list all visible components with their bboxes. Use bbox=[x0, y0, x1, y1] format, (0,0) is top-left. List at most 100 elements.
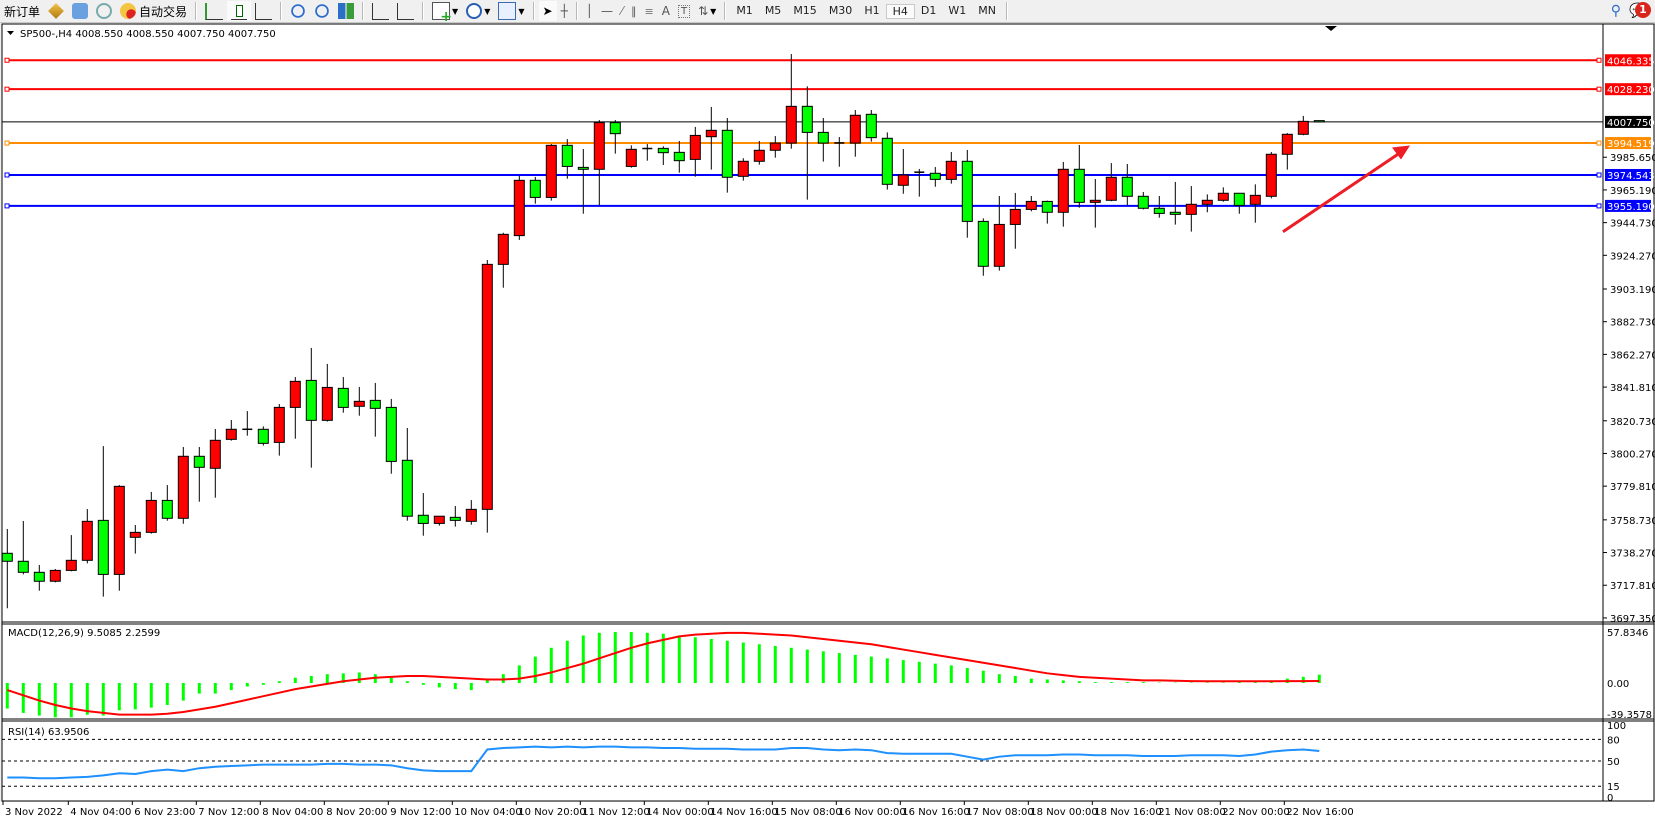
bar-chart-button[interactable] bbox=[201, 1, 227, 21]
candle[interactable] bbox=[1121, 164, 1133, 206]
candle[interactable] bbox=[914, 168, 925, 197]
rsi-pane[interactable] bbox=[2, 738, 1603, 787]
timeframe-h1[interactable]: H1 bbox=[864, 3, 880, 17]
candle[interactable] bbox=[257, 426, 269, 446]
candle[interactable] bbox=[353, 386, 365, 416]
line-chart-button[interactable] bbox=[251, 1, 276, 21]
candle[interactable] bbox=[705, 106, 717, 170]
candle[interactable] bbox=[337, 377, 349, 413]
timeframe-m15[interactable]: M15 bbox=[793, 3, 817, 17]
chart-menu-triangle-icon[interactable] bbox=[7, 31, 14, 35]
candle[interactable] bbox=[977, 218, 989, 276]
candle[interactable] bbox=[577, 148, 589, 214]
candlestick-button[interactable] bbox=[227, 1, 252, 21]
trendline-button[interactable]: ⁄ bbox=[617, 1, 627, 21]
timeframe-m30[interactable]: M30 bbox=[828, 3, 853, 17]
candle[interactable] bbox=[529, 176, 541, 204]
metaeditor-button[interactable] bbox=[44, 1, 68, 21]
autoscroll-button[interactable] bbox=[393, 1, 418, 21]
candle[interactable] bbox=[113, 485, 125, 591]
candle[interactable] bbox=[945, 152, 957, 184]
macd-pane[interactable] bbox=[5, 631, 1321, 718]
candle[interactable] bbox=[1041, 200, 1053, 224]
candle[interactable] bbox=[881, 132, 893, 190]
candle[interactable] bbox=[1009, 192, 1021, 249]
auto-trading-button[interactable]: 自动交易 bbox=[116, 1, 191, 21]
candle[interactable] bbox=[193, 447, 205, 502]
candle[interactable] bbox=[1, 529, 13, 609]
notifications-button[interactable]: 💬1 bbox=[1625, 1, 1655, 21]
candle[interactable] bbox=[961, 149, 973, 238]
candle[interactable] bbox=[673, 141, 685, 173]
line-handle[interactable] bbox=[4, 203, 10, 209]
candle[interactable] bbox=[177, 447, 189, 524]
horizontal-line-button[interactable]: — bbox=[597, 1, 617, 21]
candle[interactable] bbox=[1153, 195, 1165, 218]
timeframe-d1[interactable]: D1 bbox=[920, 3, 937, 17]
timeframe-h4[interactable]: H4 bbox=[885, 3, 915, 19]
candle[interactable] bbox=[17, 521, 29, 575]
candle[interactable] bbox=[417, 493, 429, 536]
candle[interactable] bbox=[401, 428, 413, 521]
candle[interactable] bbox=[817, 117, 829, 162]
candle[interactable] bbox=[49, 568, 61, 583]
trend-arrow[interactable] bbox=[1282, 145, 1410, 234]
candle[interactable] bbox=[81, 509, 93, 564]
equidistant-channel-button[interactable]: ∥ bbox=[627, 1, 641, 21]
candle[interactable] bbox=[753, 141, 765, 165]
candle[interactable] bbox=[849, 110, 861, 157]
candle[interactable] bbox=[545, 144, 557, 201]
periods-button[interactable]: ▼ bbox=[462, 1, 494, 21]
tile-windows-button[interactable] bbox=[334, 1, 358, 21]
candle[interactable] bbox=[513, 175, 525, 240]
zoom-in-button[interactable] bbox=[286, 1, 310, 21]
candle[interactable] bbox=[865, 110, 877, 142]
candle[interactable] bbox=[161, 485, 173, 521]
candle[interactable] bbox=[1025, 195, 1037, 212]
text-label-button[interactable]: T bbox=[674, 1, 694, 21]
candle[interactable] bbox=[465, 500, 477, 525]
candle[interactable] bbox=[369, 382, 381, 437]
candle[interactable] bbox=[145, 491, 157, 534]
candle[interactable] bbox=[97, 446, 109, 597]
candle[interactable] bbox=[625, 145, 637, 168]
candle[interactable] bbox=[785, 54, 797, 149]
candle[interactable] bbox=[834, 137, 845, 167]
line-handle[interactable] bbox=[4, 172, 10, 178]
candle[interactable] bbox=[689, 126, 701, 177]
candle[interactable] bbox=[129, 525, 141, 554]
candle[interactable] bbox=[289, 377, 301, 439]
candle[interactable] bbox=[801, 86, 813, 200]
candle[interactable] bbox=[993, 195, 1005, 271]
candle[interactable] bbox=[1297, 115, 1309, 136]
candle[interactable] bbox=[897, 148, 909, 194]
candle[interactable] bbox=[1313, 120, 1325, 123]
candle[interactable] bbox=[385, 398, 397, 474]
candle[interactable] bbox=[1089, 179, 1101, 228]
candle[interactable] bbox=[33, 564, 45, 591]
candle[interactable] bbox=[1073, 145, 1085, 208]
line-handle[interactable] bbox=[4, 86, 10, 92]
candle[interactable] bbox=[657, 146, 669, 165]
timeframe-m5[interactable]: M5 bbox=[764, 3, 782, 17]
templates-button[interactable]: ▼ bbox=[494, 1, 528, 21]
candle[interactable] bbox=[1185, 186, 1197, 232]
market-button[interactable] bbox=[68, 1, 92, 21]
candle[interactable] bbox=[1137, 191, 1149, 210]
zoom-out-button[interactable] bbox=[310, 1, 334, 21]
signals-button[interactable] bbox=[92, 1, 116, 21]
price-pane[interactable] bbox=[1, 54, 1603, 609]
vertical-line-button[interactable]: │ bbox=[582, 1, 597, 21]
candle[interactable] bbox=[449, 505, 461, 527]
candle[interactable] bbox=[1249, 184, 1261, 223]
candle[interactable] bbox=[1105, 163, 1117, 202]
chart-shift-button[interactable] bbox=[368, 1, 393, 21]
line-handle[interactable] bbox=[1596, 57, 1602, 63]
new-order-button[interactable]: 新订单 bbox=[0, 1, 44, 21]
candle[interactable] bbox=[1217, 187, 1229, 202]
candle[interactable] bbox=[1057, 161, 1069, 227]
candle[interactable] bbox=[642, 144, 653, 161]
chart-shift-marker-icon[interactable] bbox=[1325, 26, 1337, 31]
candle[interactable] bbox=[1169, 181, 1181, 225]
